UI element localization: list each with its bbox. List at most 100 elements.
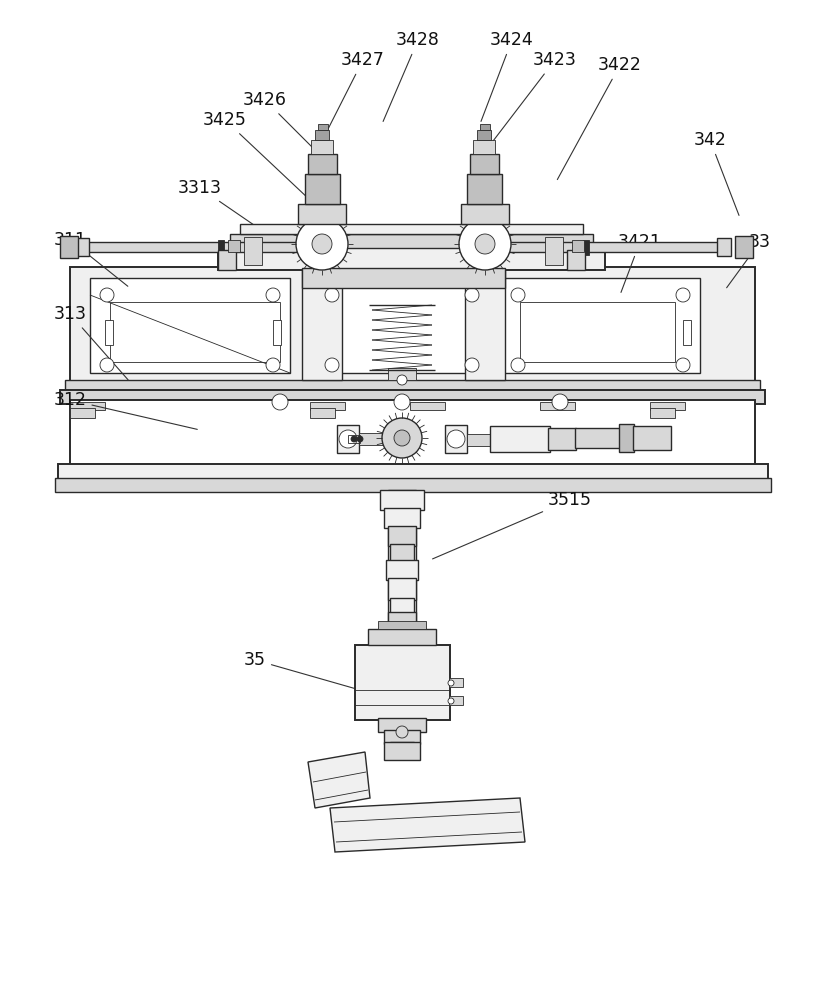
Bar <box>310 408 335 418</box>
Bar <box>58 464 768 480</box>
Bar <box>650 402 685 410</box>
Bar <box>302 268 505 288</box>
Polygon shape <box>330 798 525 852</box>
Circle shape <box>676 358 690 372</box>
Circle shape <box>266 358 280 372</box>
Bar <box>55 478 771 492</box>
Bar <box>480 124 490 130</box>
Bar <box>388 612 416 630</box>
Bar <box>337 425 359 453</box>
Bar <box>315 278 490 373</box>
Bar <box>717 238 731 256</box>
Bar <box>240 224 583 234</box>
Circle shape <box>475 234 495 254</box>
Bar <box>70 402 105 410</box>
Polygon shape <box>308 752 370 808</box>
Text: 312: 312 <box>54 391 197 429</box>
Text: 3426: 3426 <box>243 91 313 148</box>
Bar <box>567 250 585 270</box>
Circle shape <box>339 430 357 448</box>
Bar <box>311 140 333 154</box>
Bar <box>388 578 416 600</box>
Bar <box>619 424 634 452</box>
Bar <box>244 237 262 265</box>
Bar <box>473 140 495 154</box>
Bar <box>449 678 463 687</box>
Bar <box>490 426 550 452</box>
Bar <box>380 490 424 510</box>
Bar <box>65 380 760 392</box>
Circle shape <box>325 288 339 302</box>
Bar <box>60 236 78 258</box>
Bar <box>650 408 675 418</box>
Bar <box>308 154 337 174</box>
Circle shape <box>448 680 454 686</box>
Text: 3428: 3428 <box>383 31 440 121</box>
Bar <box>467 434 492 446</box>
Circle shape <box>459 218 511 270</box>
Circle shape <box>394 430 410 446</box>
Bar <box>575 428 620 448</box>
Bar <box>548 428 576 450</box>
Text: 35: 35 <box>244 651 357 689</box>
Bar <box>390 544 414 562</box>
Circle shape <box>266 288 280 302</box>
Bar <box>70 408 95 418</box>
Bar <box>228 240 240 252</box>
Bar <box>378 621 426 629</box>
Bar <box>683 320 691 345</box>
Bar <box>230 234 593 248</box>
Bar <box>477 130 491 140</box>
Circle shape <box>382 418 422 458</box>
Text: 3424: 3424 <box>481 31 534 121</box>
Circle shape <box>447 430 465 448</box>
Bar <box>302 225 342 380</box>
Circle shape <box>325 358 339 372</box>
Text: 3422: 3422 <box>558 56 642 180</box>
Bar <box>390 598 414 614</box>
Bar <box>218 250 236 270</box>
Bar <box>273 320 281 345</box>
Circle shape <box>465 288 479 302</box>
Bar <box>445 425 467 453</box>
Circle shape <box>312 234 332 254</box>
Bar <box>355 645 450 720</box>
Circle shape <box>552 394 568 410</box>
Bar <box>500 278 700 373</box>
Bar <box>218 248 605 270</box>
Bar <box>384 742 420 760</box>
Text: 3313: 3313 <box>178 179 303 258</box>
Bar <box>388 368 416 380</box>
Bar <box>390 742 414 756</box>
Circle shape <box>511 358 525 372</box>
Bar <box>540 402 575 410</box>
Bar <box>359 433 389 445</box>
Text: 342: 342 <box>694 131 739 215</box>
Bar <box>410 402 445 410</box>
Circle shape <box>397 375 407 385</box>
Circle shape <box>465 358 479 372</box>
Text: 311: 311 <box>54 231 128 286</box>
Circle shape <box>357 436 363 442</box>
Bar <box>633 426 671 450</box>
Bar <box>378 718 426 732</box>
Bar <box>465 225 505 380</box>
Circle shape <box>448 698 454 704</box>
Bar <box>105 320 113 345</box>
Bar <box>318 124 328 130</box>
Bar <box>470 154 499 174</box>
Bar <box>70 400 755 465</box>
Text: 3423: 3423 <box>492 51 577 143</box>
Bar <box>461 204 509 224</box>
Bar <box>85 242 305 252</box>
Bar <box>110 302 280 362</box>
Text: 3427: 3427 <box>326 51 385 133</box>
Bar <box>75 238 89 256</box>
Circle shape <box>396 726 408 738</box>
Bar <box>305 174 340 204</box>
Bar <box>298 204 346 224</box>
Circle shape <box>351 436 357 442</box>
Bar <box>449 696 463 705</box>
Circle shape <box>100 288 114 302</box>
Bar <box>315 130 329 140</box>
